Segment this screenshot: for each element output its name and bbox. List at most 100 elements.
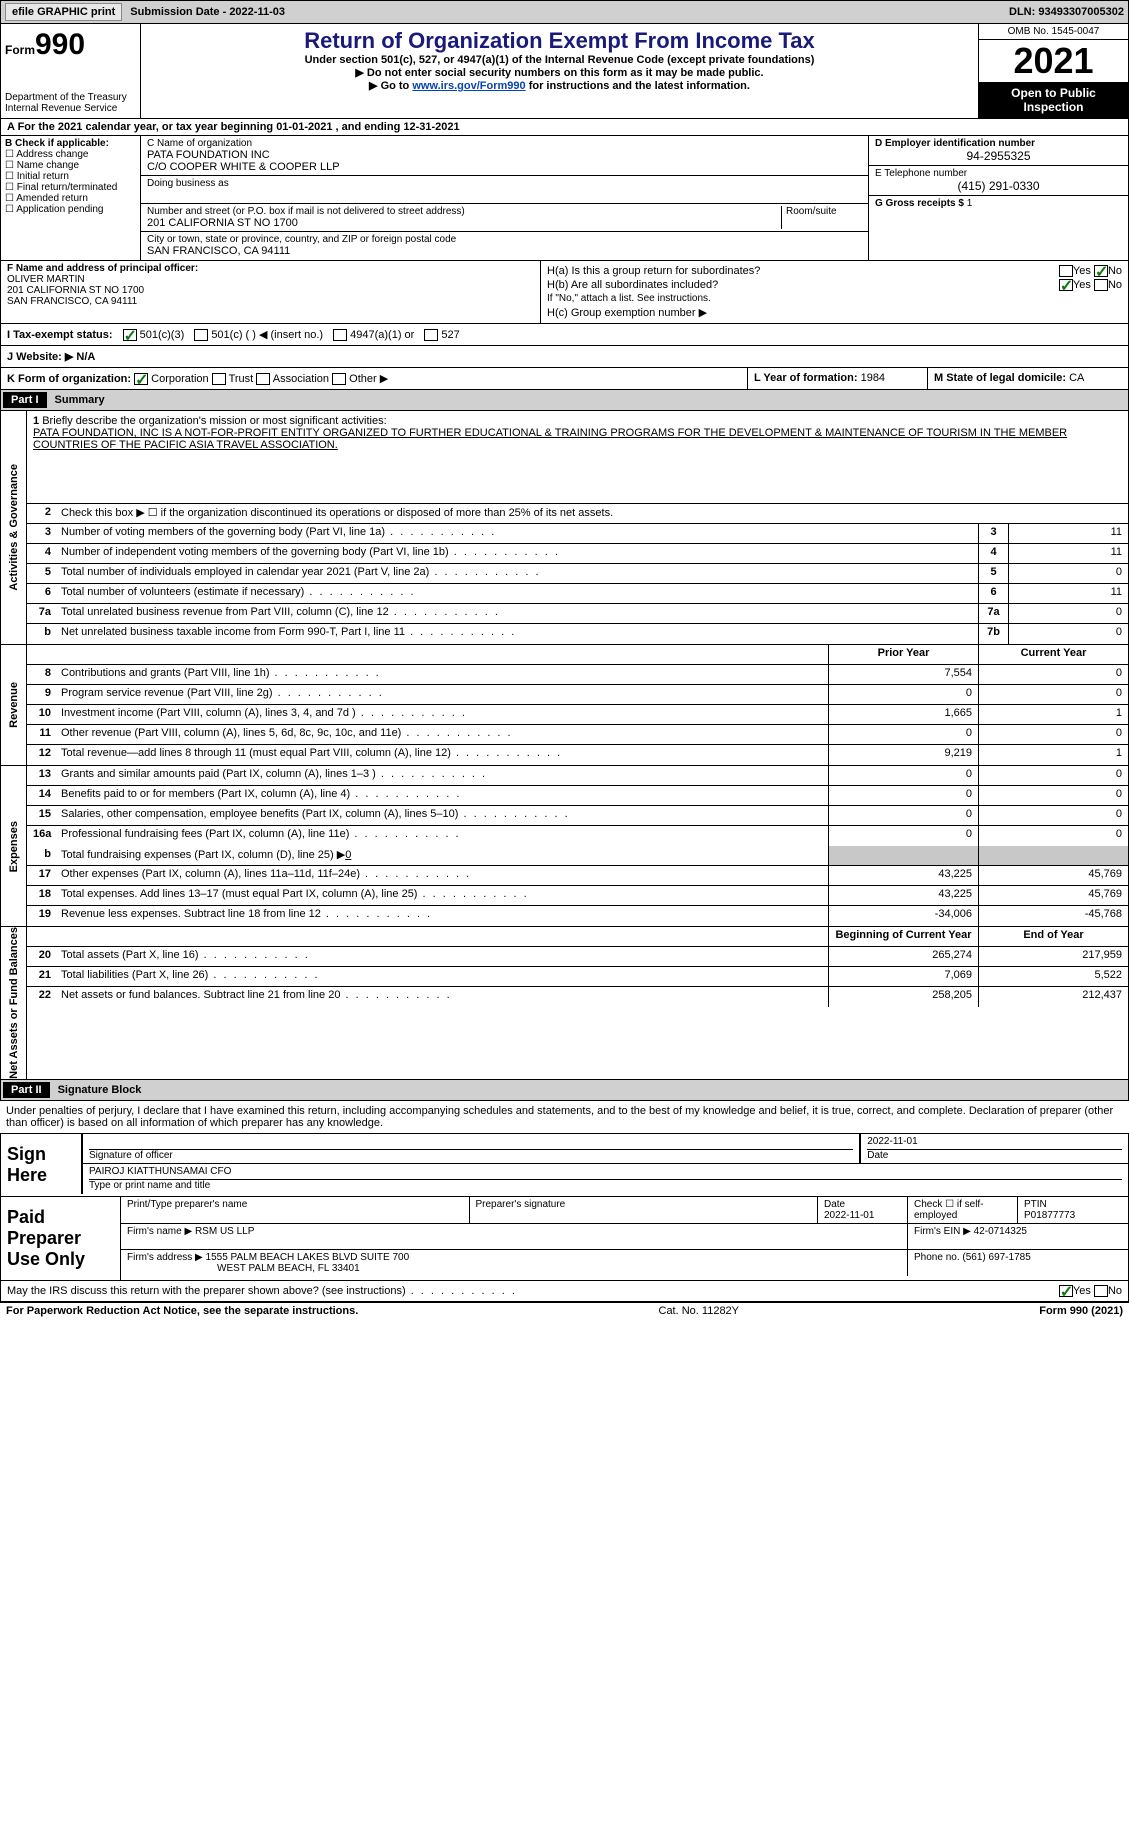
line-13-desc: Grants and similar amounts paid (Part IX… [57, 766, 828, 785]
subtitle-2: ▶ Do not enter social security numbers o… [145, 66, 974, 79]
officer-addr1: 201 CALIFORNIA ST NO 1700 [7, 285, 534, 296]
discuss-row: May the IRS discuss this return with the… [0, 1281, 1129, 1302]
paperwork-notice: For Paperwork Reduction Act Notice, see … [6, 1305, 358, 1317]
line-3-val: 11 [1008, 524, 1128, 543]
cb-4947[interactable] [333, 329, 347, 341]
line-a: A For the 2021 calendar year, or tax yea… [0, 119, 1129, 136]
part1-net: Net Assets or Fund Balances Beginning of… [0, 927, 1129, 1080]
line-5-val: 0 [1008, 564, 1128, 583]
irs-link[interactable]: www.irs.gov/Form990 [412, 80, 525, 92]
declaration: Under penalties of perjury, I declare th… [0, 1101, 1129, 1134]
line-18-current: 45,769 [978, 886, 1128, 905]
part1-exp: Expenses 13Grants and similar amounts pa… [0, 766, 1129, 927]
line-9-prior: 0 [828, 685, 978, 704]
line-11-desc: Other revenue (Part VIII, column (A), li… [57, 725, 828, 744]
officer-name: OLIVER MARTIN [7, 274, 534, 285]
cb-501c3[interactable] [123, 329, 137, 341]
irs-label: Internal Revenue Service [5, 103, 136, 114]
part2-header: Part IISignature Block [0, 1080, 1129, 1101]
cb-discuss-yes[interactable] [1059, 1285, 1073, 1297]
line-6-val: 11 [1008, 584, 1128, 603]
line-b-desc: Net unrelated business taxable income fr… [57, 624, 978, 644]
section-fh: F Name and address of principal officer:… [0, 261, 1129, 324]
line-7a-desc: Total unrelated business revenue from Pa… [57, 604, 978, 623]
firm-addr: 1555 PALM BEACH LAKES BLVD SUITE 700 [206, 1252, 410, 1263]
sign-here-block: Sign Here Signature of officer 2022-11-0… [0, 1134, 1129, 1197]
klm-row: K Form of organization: Corporation Trus… [0, 368, 1129, 390]
cb-assoc[interactable] [256, 373, 270, 385]
line-4-val: 11 [1008, 544, 1128, 563]
cb-501c[interactable] [194, 329, 208, 341]
line-17-desc: Other expenses (Part IX, column (A), lin… [57, 866, 828, 885]
firm-ein: 42-0714325 [974, 1226, 1027, 1237]
l2: Check this box ▶ ☐ if the organization d… [57, 504, 1128, 523]
line-11-current: 0 [978, 725, 1128, 744]
line-15-desc: Salaries, other compensation, employee b… [57, 806, 828, 825]
line-7a-val: 0 [1008, 604, 1128, 623]
sign-here-label: Sign Here [1, 1134, 81, 1196]
phone: (415) 291-0330 [875, 179, 1122, 193]
hb-line: H(b) Are all subordinates included? Yes … [547, 279, 1122, 291]
line-10-prior: 1,665 [828, 705, 978, 724]
hc-line: H(c) Group exemption number ▶ [547, 306, 1122, 319]
cb-trust[interactable] [212, 373, 226, 385]
line-8-current: 0 [978, 665, 1128, 684]
cb-address-change[interactable]: ☐ Address change [5, 149, 136, 160]
phone-label: E Telephone number [875, 168, 1122, 179]
line-12-current: 1 [978, 745, 1128, 765]
cb-corp[interactable] [134, 373, 148, 385]
l1-label: Briefly describe the organization's miss… [42, 415, 386, 427]
org-name-2: C/O COOPER WHITE & COOPER LLP [147, 161, 862, 173]
hb-note: If "No," attach a list. See instructions… [547, 293, 1122, 304]
line-17-prior: 43,225 [828, 866, 978, 885]
line-11-prior: 0 [828, 725, 978, 744]
cb-other[interactable] [332, 373, 346, 385]
firm-name: RSM US LLP [195, 1226, 254, 1237]
line-18-desc: Total expenses. Add lines 13–17 (must eq… [57, 886, 828, 905]
ein-label: D Employer identification number [875, 138, 1122, 149]
line-16a-desc: Professional fundraising fees (Part IX, … [57, 826, 828, 846]
line-8-prior: 7,554 [828, 665, 978, 684]
form-header: Form990 Department of the Treasury Inter… [0, 24, 1129, 119]
inspection-badge: Open to Public Inspection [979, 82, 1128, 118]
cat-no: Cat. No. 11282Y [659, 1305, 740, 1317]
officer-name-title: PAIROJ KIATTHUNSAMAI CFO [89, 1166, 1122, 1180]
street-label: Number and street (or P.O. box if mail i… [147, 206, 777, 217]
cb-527[interactable] [424, 329, 438, 341]
cb-amended[interactable]: ☐ Amended return [5, 193, 136, 204]
prep-sig-label: Preparer's signature [470, 1197, 819, 1223]
street: 201 CALIFORNIA ST NO 1700 [147, 217, 777, 229]
officer-addr2: SAN FRANCISCO, CA 94111 [7, 296, 534, 307]
line-14-prior: 0 [828, 786, 978, 805]
cb-discuss-no[interactable] [1094, 1285, 1108, 1297]
cb-initial-return[interactable]: ☐ Initial return [5, 171, 136, 182]
cb-app-pending[interactable]: ☐ Application pending [5, 204, 136, 215]
prep-name-label: Print/Type preparer's name [121, 1197, 470, 1223]
gross-value: 1 [967, 198, 973, 209]
ptin: P01877773 [1024, 1210, 1075, 1221]
part1-ag: Activities & Governance 1 Briefly descri… [0, 411, 1129, 645]
website-value: N/A [76, 351, 95, 363]
line-10-current: 1 [978, 705, 1128, 724]
cb-name-change[interactable]: ☐ Name change [5, 160, 136, 171]
part1-header: Part ISummary [0, 390, 1129, 411]
efile-print-button[interactable]: efile GRAPHIC print [5, 3, 122, 21]
top-toolbar: efile GRAPHIC print Submission Date - 20… [0, 0, 1129, 24]
line-22-desc: Net assets or fund balances. Subtract li… [57, 987, 828, 1007]
ha-line: H(a) Is this a group return for subordin… [547, 265, 1122, 277]
line-18-prior: 43,225 [828, 886, 978, 905]
line-b-val: 0 [1008, 624, 1128, 644]
line-9-current: 0 [978, 685, 1128, 704]
line-17-current: 45,769 [978, 866, 1128, 885]
fundraising-total: 0 [345, 849, 351, 861]
tab-exp: Expenses [8, 821, 20, 872]
footer: For Paperwork Reduction Act Notice, see … [0, 1302, 1129, 1319]
line-9-desc: Program service revenue (Part VIII, line… [57, 685, 828, 704]
line-12-desc: Total revenue—add lines 8 through 11 (mu… [57, 745, 828, 765]
cb-final-return[interactable]: ☐ Final return/terminated [5, 182, 136, 193]
line-20-prior: 265,274 [828, 947, 978, 966]
submission-date: Submission Date - 2022-11-03 [130, 6, 285, 18]
self-employed: Check ☐ if self-employed [908, 1197, 1018, 1223]
firm-addr2: WEST PALM BEACH, FL 33401 [217, 1263, 360, 1274]
city: SAN FRANCISCO, CA 94111 [147, 245, 862, 257]
